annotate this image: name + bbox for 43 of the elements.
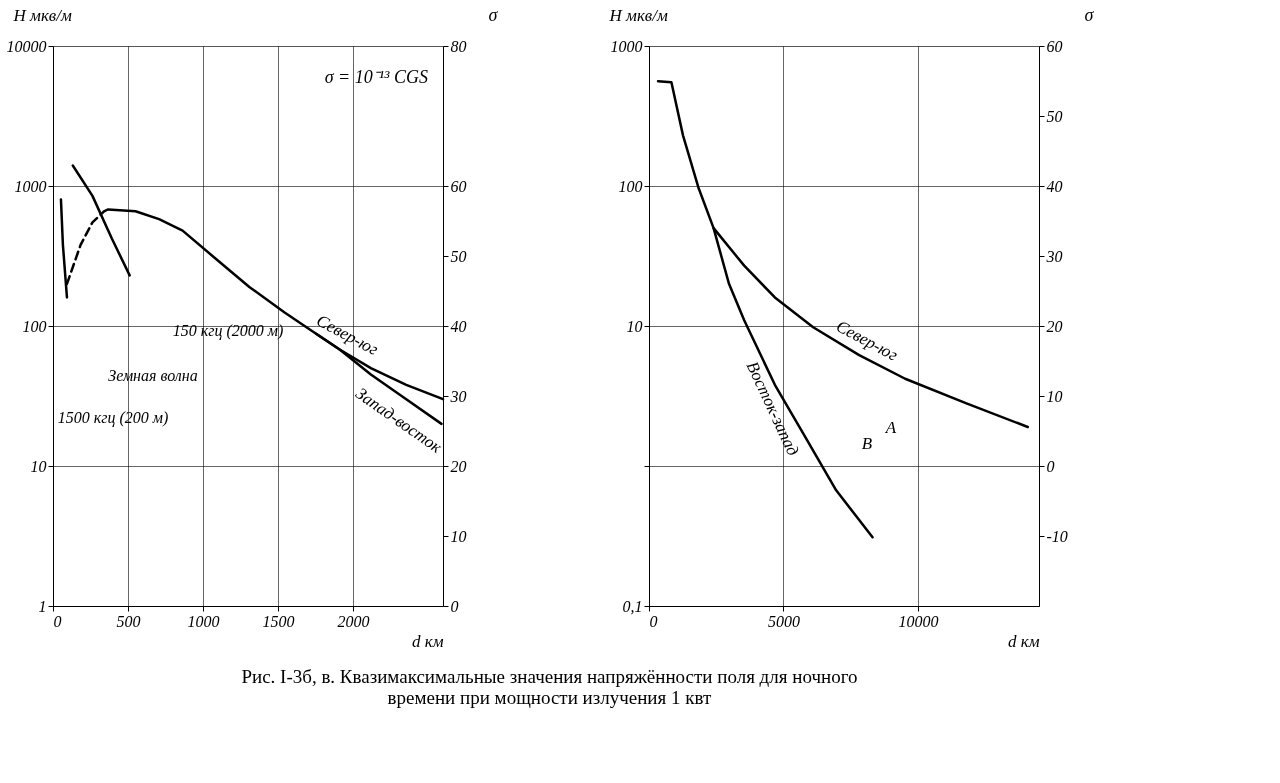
- y2-tick-label: 50: [450, 247, 467, 265]
- x-tick-label: 0: [649, 612, 658, 630]
- y-tick-label: 1000: [610, 37, 643, 55]
- x-axis-title: d км: [1007, 631, 1040, 651]
- y-tick-label: 10: [626, 317, 643, 335]
- y-tick-label: 1000: [14, 177, 47, 195]
- y-tick-label: 0,1: [622, 597, 643, 615]
- y2-tick-label: 20: [1046, 317, 1063, 335]
- y2-tick-label: 30: [1045, 247, 1063, 265]
- y-axis-title: H мкв/м: [608, 5, 668, 25]
- x-axis-title: d км: [411, 631, 444, 651]
- text: Рис. I-3б, в. Квазимаксимальные значения напряжённости поля для ночного времени при мощности излучения 1 квт: [241, 665, 858, 708]
- y2-tick-label: 20: [450, 457, 467, 475]
- y2-tick-label: 50: [1046, 107, 1063, 125]
- x-tick-label: 1500: [262, 612, 295, 630]
- annotation: σ = 10⁻¹³ CGS: [324, 67, 428, 87]
- y-tick-label: 10000: [6, 37, 47, 55]
- y2-tick-label: -10: [1046, 527, 1068, 545]
- annotation: А: [884, 418, 897, 437]
- y-tick-label: 1: [38, 597, 47, 615]
- y2-tick-label: 30: [449, 387, 467, 405]
- x-tick-label: 1000: [187, 612, 220, 630]
- y2-tick-label: 0: [450, 597, 459, 615]
- y2-tick-label: 60: [1046, 37, 1063, 55]
- y2-tick-label: 40: [450, 317, 467, 335]
- x-tick-label: 0: [53, 612, 62, 630]
- y-tick-label: 10: [30, 457, 47, 475]
- y2-tick-label: 0: [1046, 457, 1055, 475]
- x-tick-label: 10000: [898, 612, 939, 630]
- y2-tick-label: 60: [450, 177, 467, 195]
- y-axis-title: H мкв/м: [12, 5, 72, 25]
- x-tick-label: 2000: [337, 612, 370, 630]
- y2-axis-title: σ: [488, 4, 499, 25]
- y2-tick-label: 80: [450, 37, 467, 55]
- annotation: В: [861, 434, 873, 453]
- y2-tick-label: 40: [1046, 177, 1063, 195]
- y2-tick-label: 10: [1046, 387, 1063, 405]
- y-tick-label: 100: [22, 317, 47, 335]
- y2-axis-title: σ: [1084, 4, 1095, 25]
- x-tick-label: 5000: [767, 612, 800, 630]
- x-tick-label: 500: [116, 612, 141, 630]
- y-tick-label: 100: [618, 177, 643, 195]
- y2-tick-label: 10: [450, 527, 467, 545]
